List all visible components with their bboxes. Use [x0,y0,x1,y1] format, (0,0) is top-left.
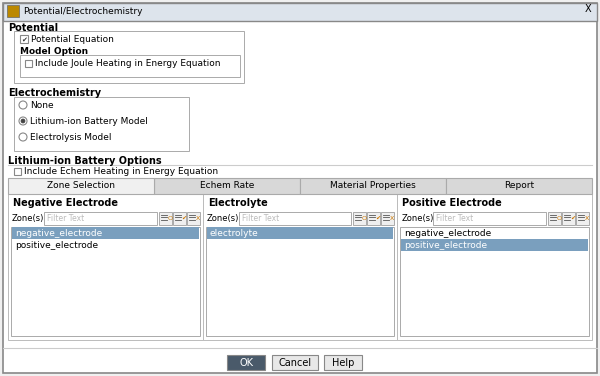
Text: positive_electrode: positive_electrode [15,241,98,250]
Text: Zone(s): Zone(s) [401,214,434,223]
Bar [25,60,32,67]
Circle shape [19,133,27,141]
Bar [382,212,394,225]
Text: electrolyte: electrolyte [209,229,259,238]
Bar [8,194,203,340]
Bar [548,212,561,225]
Bar [576,212,589,225]
Text: positive_electrode: positive_electrode [404,241,487,250]
Text: ✔: ✔ [571,216,575,221]
Bar [14,97,189,151]
Bar [401,239,588,251]
Bar [272,355,318,370]
Text: Electrochemistry: Electrochemistry [8,88,101,98]
Bar [433,212,546,225]
Bar [154,178,300,194]
Bar [227,355,265,370]
Text: ✔: ✔ [376,216,381,221]
Circle shape [21,119,25,123]
Text: Lithium-ion Battery Options: Lithium-ion Battery Options [8,156,161,166]
Text: X: X [585,216,589,221]
Bar [203,194,397,340]
Bar [187,212,200,225]
Bar [14,31,244,83]
Text: Zone Selection: Zone Selection [47,182,115,191]
Text: ✔: ✔ [21,36,27,42]
Text: None: None [30,100,53,109]
Text: Lithium-ion Battery Model: Lithium-ion Battery Model [30,117,148,126]
Text: Filter Text: Filter Text [436,214,473,223]
Text: O: O [362,216,367,221]
Text: Include Joule Heating in Energy Equation: Include Joule Heating in Energy Equation [35,59,221,68]
Text: Potential/Electrochemistry: Potential/Electrochemistry [23,8,143,17]
Bar [12,227,199,239]
Bar [206,227,394,239]
Text: Include Echem Heating in Energy Equation: Include Echem Heating in Energy Equation [24,167,218,176]
Text: Echem Rate: Echem Rate [200,182,254,191]
Text: X: X [585,4,592,14]
Text: Zone(s): Zone(s) [206,214,239,223]
Bar [8,178,154,194]
Circle shape [19,117,27,125]
Text: negative_electrode: negative_electrode [15,229,102,238]
Bar [20,55,240,77]
Text: negative_electrode: negative_electrode [404,229,491,238]
Text: Negative Electrode: Negative Electrode [13,198,118,208]
Text: O: O [167,216,172,221]
Bar [397,194,592,340]
Text: Potential Equation: Potential Equation [31,35,114,44]
Text: Model Option: Model Option [20,47,88,56]
Text: X: X [390,216,394,221]
Bar [367,212,380,225]
Text: OK: OK [239,358,253,367]
Text: X: X [196,216,200,221]
Bar [324,355,362,370]
Bar [400,227,589,336]
Bar [446,178,592,194]
Bar [7,5,19,17]
Bar [173,212,185,225]
Text: Electrolyte: Electrolyte [208,198,268,208]
Text: Filter Text: Filter Text [47,214,84,223]
Bar [239,212,352,225]
Bar [14,168,21,175]
Bar [3,3,597,21]
Bar [562,212,575,225]
Text: Zone(s): Zone(s) [12,214,44,223]
Text: Material Properties: Material Properties [330,182,416,191]
Circle shape [19,101,27,109]
Text: Cancel: Cancel [278,358,311,367]
Bar [353,212,367,225]
Text: Potential: Potential [8,23,58,33]
Text: Filter Text: Filter Text [242,214,279,223]
Bar [206,227,394,336]
Bar [20,35,28,43]
Text: Electrolysis Model: Electrolysis Model [30,132,112,141]
Bar [300,178,446,194]
Text: Help: Help [332,358,354,367]
Bar [158,212,172,225]
Text: Report: Report [504,182,534,191]
Text: ✔: ✔ [181,216,186,221]
Bar [11,227,200,336]
Text: Positive Electrode: Positive Electrode [403,198,502,208]
Text: O: O [557,216,562,221]
Bar [44,212,157,225]
